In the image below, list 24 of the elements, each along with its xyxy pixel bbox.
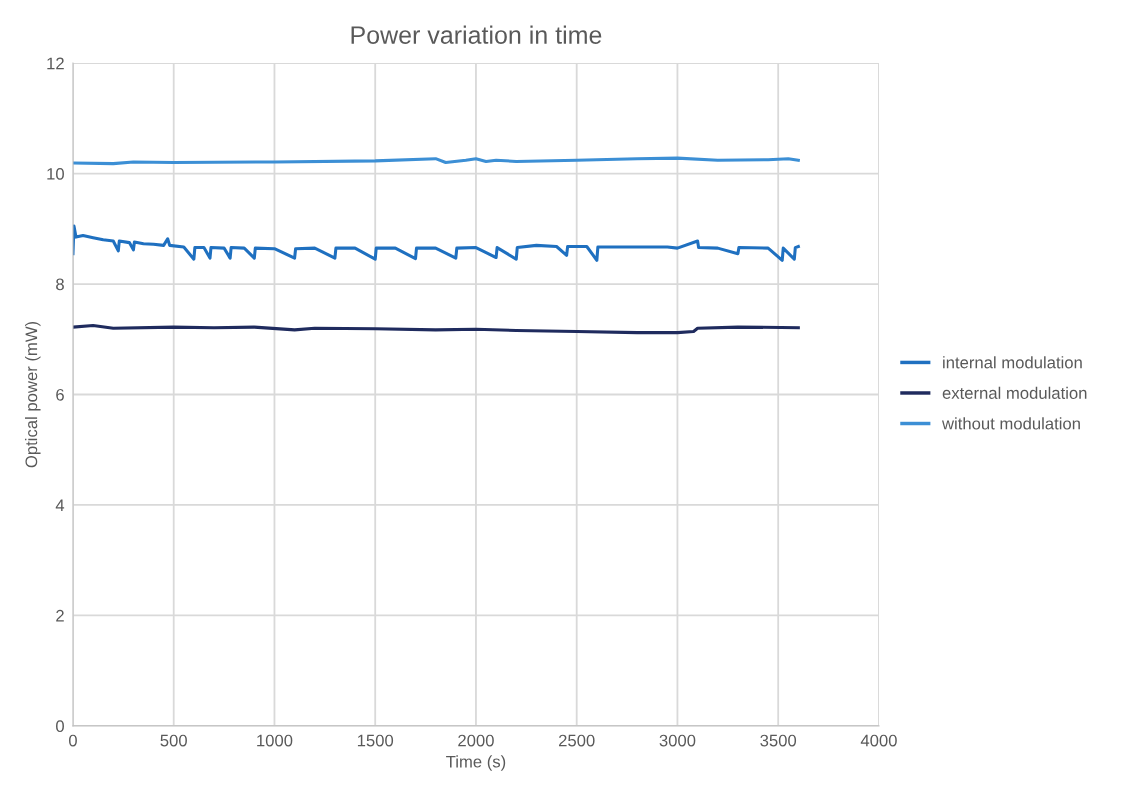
- y-tick-label: 2: [56, 609, 64, 622]
- x-tick-label: 4000: [860, 734, 897, 747]
- x-tick-label: 0: [68, 734, 77, 747]
- x-tick-label: 3000: [659, 734, 696, 747]
- line-series: [72, 224, 800, 262]
- x-tick-label: 2000: [458, 734, 494, 747]
- y-tick-label: 6: [56, 388, 64, 401]
- x-tick-label: 2500: [559, 734, 595, 747]
- legend-label: without modulation: [941, 417, 1080, 430]
- x-tick-label: 1000: [257, 734, 293, 747]
- legend-label: internal modulation: [943, 356, 1082, 369]
- y-tick-label: 0: [56, 720, 64, 733]
- line-series: [72, 323, 800, 335]
- y-tick-label: 12: [47, 57, 64, 70]
- x-axis-title: Time (s): [446, 755, 506, 771]
- legend-label: external modulation: [942, 386, 1087, 399]
- x-tick-label: 3500: [760, 734, 797, 747]
- x-tick-label: 1500: [357, 734, 394, 747]
- x-tick-label: 500: [160, 734, 187, 747]
- y-tick-label: 4: [55, 499, 65, 511]
- y-tick-label: 8: [56, 278, 64, 291]
- chart-title: Power variation in time: [351, 25, 602, 44]
- y-axis-title: Optical power (mW): [25, 321, 41, 468]
- y-tick-label: 10: [47, 167, 64, 180]
